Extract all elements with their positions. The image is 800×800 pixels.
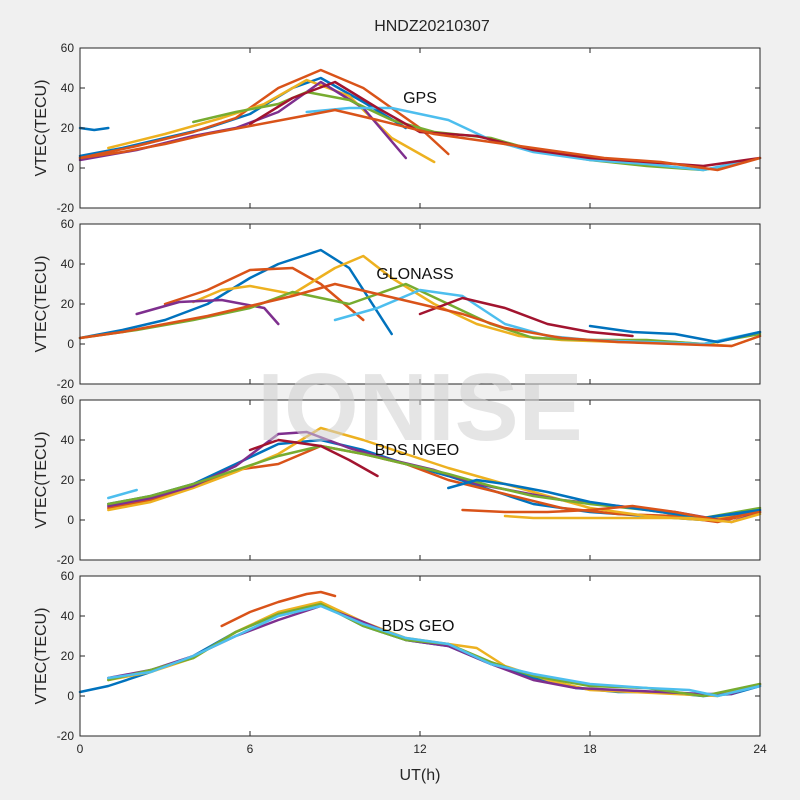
series-line — [78, 76, 408, 158]
series-group — [78, 248, 762, 348]
series-line — [220, 590, 337, 628]
panel-0: -20 0 20 40 60 VTEC(TECU) GPS — [33, 41, 762, 215]
y-axis-label: VTEC(TECU) — [33, 432, 50, 529]
y-axis-label: VTEC(TECU) — [33, 608, 50, 705]
y-axis-label: VTEC(TECU) — [33, 256, 50, 353]
x-tick-label: 18 — [583, 742, 597, 756]
series-group — [78, 68, 762, 172]
y-tick-label: -20 — [57, 377, 75, 391]
y-tick-label: 40 — [61, 81, 75, 95]
series-line — [248, 438, 379, 478]
y-tick-label: 0 — [67, 337, 74, 351]
y-tick-label: -20 — [57, 729, 75, 743]
y-tick-label: 40 — [61, 433, 75, 447]
series-line — [135, 298, 280, 326]
y-tick-label: 20 — [61, 649, 75, 663]
constellation-label: GLONASS — [376, 266, 453, 283]
plot-area — [80, 576, 760, 736]
y-tick-label: 20 — [61, 121, 75, 135]
y-tick-label: 20 — [61, 473, 75, 487]
series-group — [78, 590, 762, 698]
panel-2: -20 0 20 40 60 VTEC(TECU) BDS NGEO — [33, 393, 762, 567]
series-line — [78, 68, 450, 160]
y-tick-label: -20 — [57, 201, 75, 215]
y-tick-label: 20 — [61, 297, 75, 311]
x-tick-label: 24 — [753, 742, 767, 756]
constellation-label: GPS — [403, 90, 437, 107]
series-line — [107, 488, 138, 500]
y-tick-label: 0 — [67, 689, 74, 703]
y-tick-label: 60 — [61, 393, 75, 407]
x-axis-label: UT(h) — [400, 767, 441, 784]
y-axis-label: VTEC(TECU) — [33, 80, 50, 177]
y-tick-label: 0 — [67, 161, 74, 175]
watermark: IONISE — [257, 354, 582, 461]
series-line — [107, 426, 762, 522]
y-tick-label: 60 — [61, 217, 75, 231]
series-line — [78, 282, 762, 348]
panel-1: -20 0 20 40 60 VTEC(TECU) GLONASS — [33, 217, 762, 391]
series-line — [163, 266, 365, 322]
y-tick-label: 60 — [61, 41, 75, 55]
y-tick-label: -20 — [57, 553, 75, 567]
y-tick-label: 40 — [61, 257, 75, 271]
series-line — [78, 126, 110, 132]
plot-area — [80, 400, 760, 560]
series-line — [107, 604, 762, 698]
y-tick-label: 60 — [61, 569, 75, 583]
series-line — [418, 296, 634, 338]
figure-title: HNDZ20210307 — [374, 18, 490, 35]
x-tick-label: 6 — [247, 742, 254, 756]
constellation-label: BDS GEO — [382, 618, 455, 635]
series-line — [503, 512, 762, 524]
x-tick-label: 12 — [413, 742, 427, 756]
y-tick-label: 0 — [67, 513, 74, 527]
series-line — [78, 108, 762, 172]
series-line — [107, 78, 436, 164]
x-tick-label: 0 — [77, 742, 84, 756]
series-line — [588, 324, 762, 344]
series-line — [78, 248, 393, 340]
y-tick-label: 40 — [61, 609, 75, 623]
series-group — [107, 426, 762, 524]
constellation-label: BDS NGEO — [375, 442, 459, 459]
series-line — [461, 504, 762, 522]
